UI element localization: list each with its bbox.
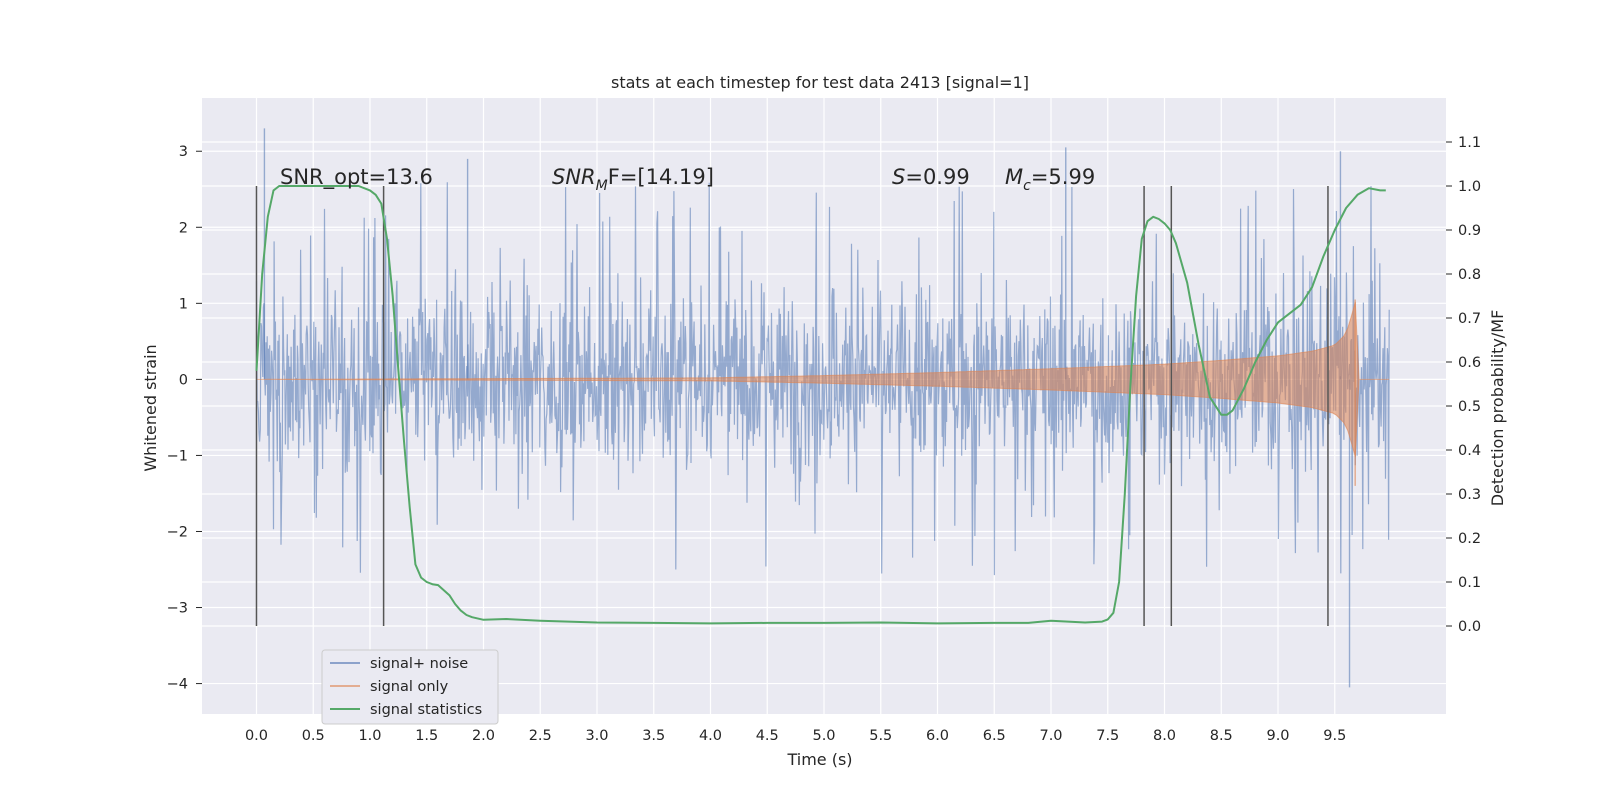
y2-tick-label: 1.1 bbox=[1458, 135, 1481, 151]
y-tick-label: −4 bbox=[167, 677, 188, 693]
legend-label-signal-statistics: signal statistics bbox=[370, 702, 482, 718]
y2-tick-label: 0.6 bbox=[1458, 355, 1481, 371]
y-tick-label: −1 bbox=[167, 448, 188, 464]
y2-axis-label: Detection probability/MF bbox=[1488, 310, 1507, 507]
x-tick-label: 2.0 bbox=[472, 728, 495, 744]
x-tick-label: 2.5 bbox=[529, 728, 552, 744]
x-tick-label: 3.5 bbox=[642, 728, 665, 744]
series-signal-only bbox=[256, 301, 1390, 457]
x-tick-label: 1.0 bbox=[358, 728, 381, 744]
series-signal-statistics bbox=[255, 185, 1386, 625]
annotation-s: S=0.99 bbox=[892, 165, 970, 189]
y-tick-label: 3 bbox=[179, 144, 188, 160]
x-tick-label: 0.5 bbox=[302, 728, 325, 744]
y2-tick-label: 0.7 bbox=[1458, 311, 1481, 327]
annotation-mc-subscript: c bbox=[1023, 178, 1031, 194]
legend: signal+ noise signal only signal statist… bbox=[321, 649, 499, 725]
x-tick-label: 3.0 bbox=[585, 728, 608, 744]
x-tick-label: 0.0 bbox=[245, 728, 268, 744]
annotation-mc: Mc=5.99 bbox=[1005, 165, 1095, 194]
plot-area: 0.0 0.5 1.0 1.5 2.0 2.5 3.0 3.5 4.0 4.5 5.0 5.5 6.0 6… bbox=[167, 98, 1481, 744]
legend-label-signal-only: signal only bbox=[370, 679, 449, 695]
y2-tick-label: 0.8 bbox=[1458, 267, 1481, 283]
annotation-snr-mf-part2: F=[14.19] bbox=[608, 165, 714, 189]
annotation-snr-mf: SNRMF=[14.19] bbox=[552, 165, 714, 194]
x-tick-label: 1.5 bbox=[415, 728, 438, 744]
annotation-s-symbol: S bbox=[892, 165, 905, 189]
x-tick-label: 5.0 bbox=[812, 728, 835, 744]
y2-tick-label: 1.0 bbox=[1458, 179, 1481, 195]
annotation-snr-opt: SNR_opt=13.6 bbox=[280, 165, 433, 190]
y2-tick-label: 0.2 bbox=[1458, 531, 1481, 547]
legend-frame bbox=[321, 649, 499, 725]
annotations: SNR_opt=13.6 SNRMF=[14.19] S=0.99 Mc=5.9… bbox=[280, 165, 1095, 194]
legend-label-signal-noise: signal+ noise bbox=[370, 656, 468, 672]
annotation-snr-mf-subscript: M bbox=[596, 178, 608, 194]
y2-tick-label: 0.1 bbox=[1458, 575, 1481, 591]
x-tick-label: 8.0 bbox=[1153, 728, 1176, 744]
x-tick-label: 7.0 bbox=[1039, 728, 1062, 744]
x-tick-label: 8.5 bbox=[1210, 728, 1233, 744]
annotation-s-value: =0.99 bbox=[905, 165, 969, 189]
annotation-mc-value: =5.99 bbox=[1031, 165, 1095, 189]
x-tick-label: 4.5 bbox=[756, 728, 779, 744]
y-tick-label: 1 bbox=[179, 296, 188, 312]
y-tick-label: −3 bbox=[167, 601, 188, 617]
y2-tick-label: 0.0 bbox=[1458, 619, 1481, 635]
y-tick-label: −2 bbox=[167, 524, 188, 540]
annotation-snr-mf-part1: SNR bbox=[552, 165, 596, 189]
y-tick-label: 2 bbox=[179, 220, 188, 236]
y-axis-label: Whitened strain bbox=[141, 344, 160, 471]
chart-title: stats at each timestep for test data 241… bbox=[611, 73, 1029, 92]
y-tick-label: 0 bbox=[179, 372, 188, 388]
x-tick-label: 9.0 bbox=[1266, 728, 1289, 744]
y2-tick-label: 0.4 bbox=[1458, 443, 1481, 459]
x-tick-label: 7.5 bbox=[1096, 728, 1119, 744]
x-tick-label: 4.0 bbox=[699, 728, 722, 744]
x-tick-label: 9.5 bbox=[1323, 728, 1346, 744]
x-axis-label: Time (s) bbox=[786, 750, 852, 769]
y2-tick-label: 0.9 bbox=[1458, 223, 1481, 239]
y2-tick-label: 0.3 bbox=[1458, 487, 1481, 503]
annotation-mc-symbol: M bbox=[1005, 165, 1023, 189]
x-tick-label: 6.0 bbox=[926, 728, 949, 744]
y2-tick-label: 0.5 bbox=[1458, 399, 1481, 415]
x-tick-label: 6.5 bbox=[983, 728, 1006, 744]
x-tick-label: 5.5 bbox=[869, 728, 892, 744]
